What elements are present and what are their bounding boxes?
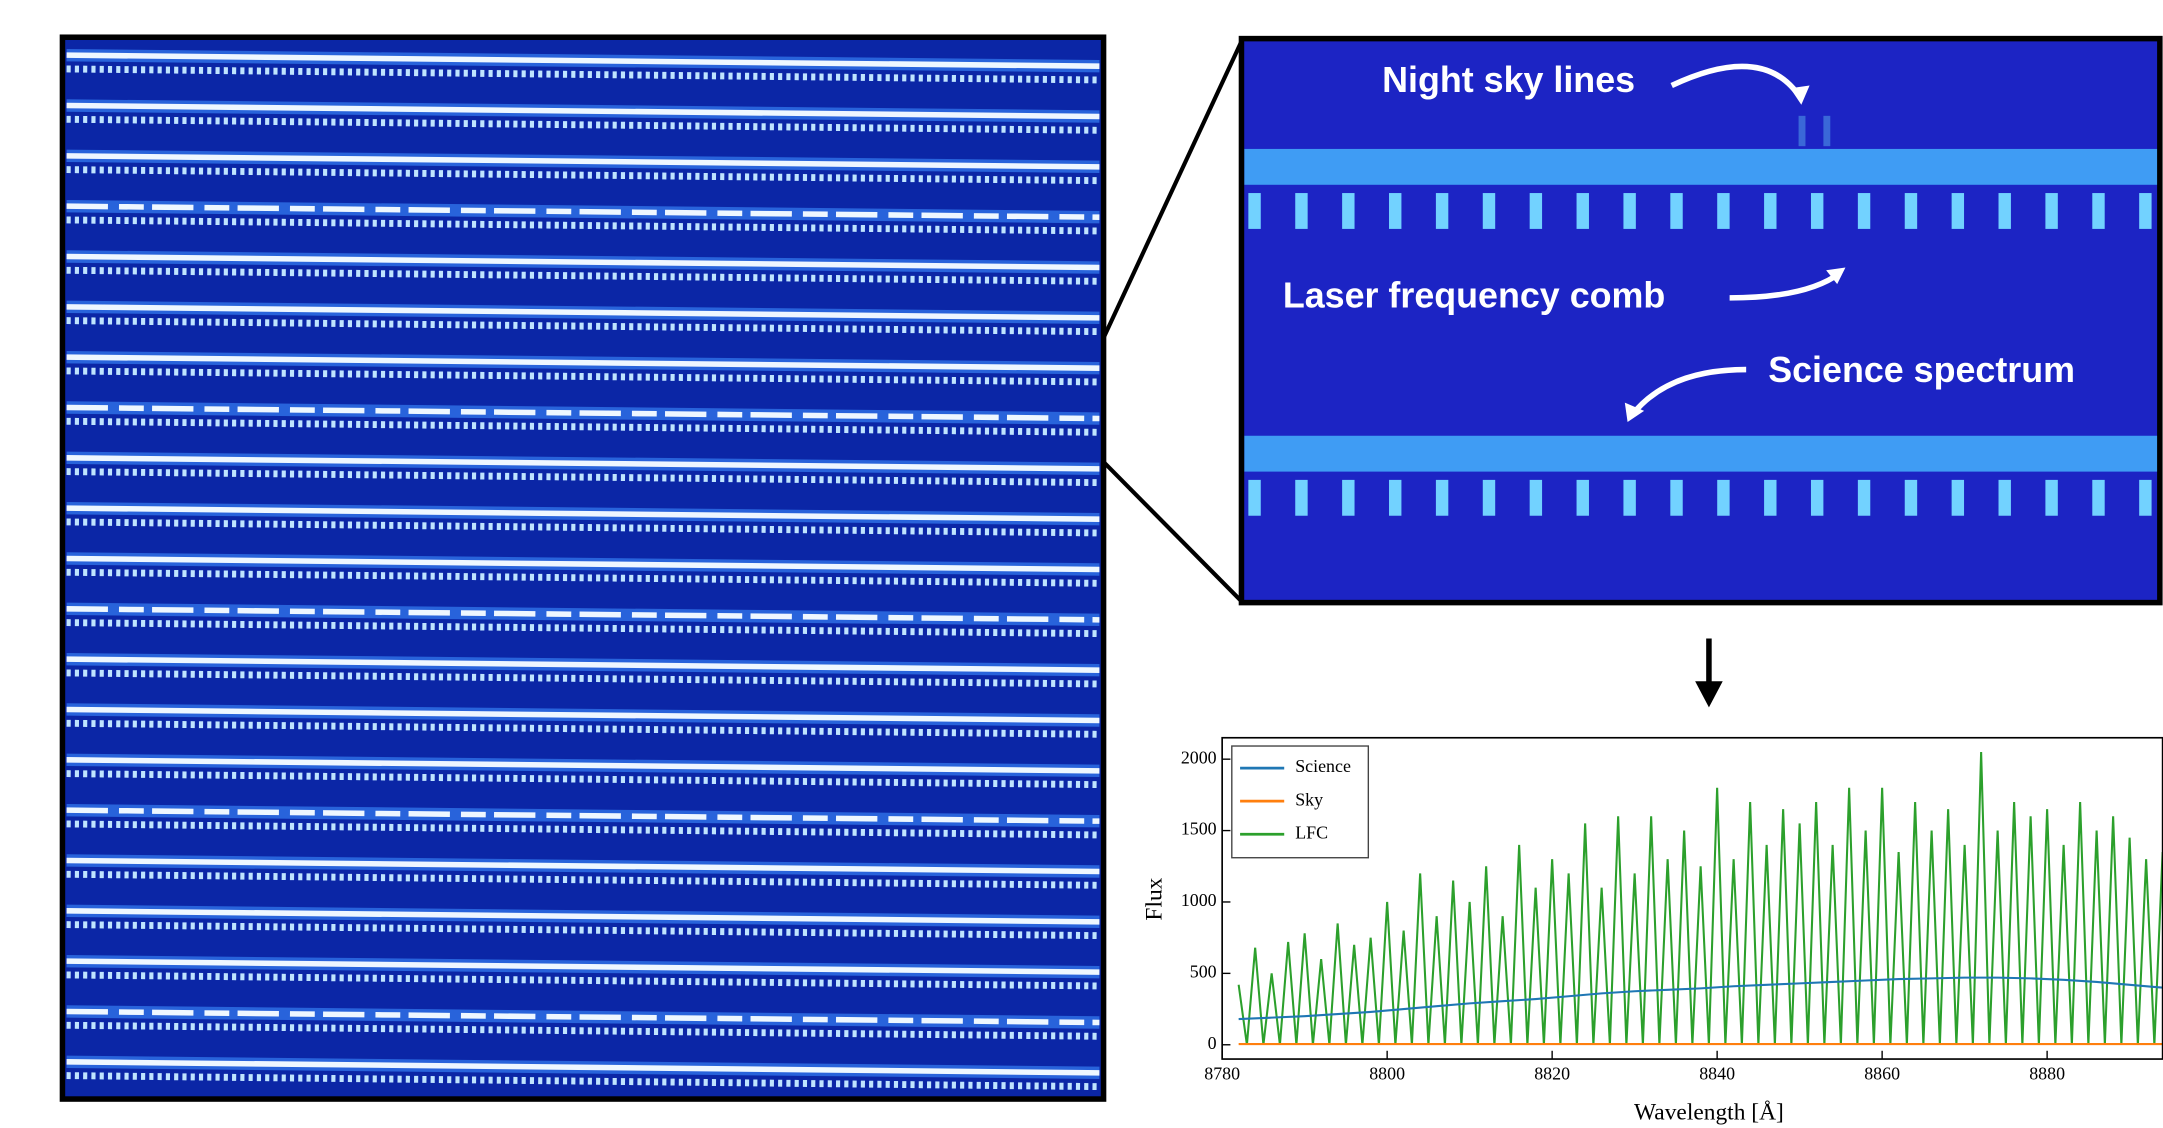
x-tick-label: 8860 [1864,1064,1900,1084]
figure: Night sky lines Laser frequency comb Sci… [0,0,2163,1128]
comb-spot [1952,193,1964,229]
comb-spot [1342,193,1354,229]
x-tick-label: 8780 [1204,1064,1240,1084]
comb-spot [1483,193,1495,229]
sky-line [1799,116,1806,146]
comb-spot [1670,193,1682,229]
x-tick-label: 8880 [2029,1064,2065,1084]
comb-spot [1811,193,1823,229]
y-tick-label: 1500 [1181,819,1217,839]
comb-spot [2092,193,2104,229]
comb-spot [1248,193,1260,229]
comb-spot [1483,480,1495,516]
comb-spot [1717,480,1729,516]
comb-spot [1530,480,1542,516]
annotation: Night sky lines [1382,60,1635,100]
comb-spot [1905,193,1917,229]
comb-spot [1858,193,1870,229]
comb-spot [1342,480,1354,516]
comb-spot [1436,480,1448,516]
comb-spot [2045,480,2057,516]
comb-spot [1999,480,2011,516]
comb-spot [1295,480,1307,516]
x-tick-label: 8820 [1534,1064,1570,1084]
annotation: Science spectrum [1768,350,2075,390]
y-tick-label: 2000 [1181,747,1217,767]
sky-line [1823,116,1830,146]
comb-spot [1717,193,1729,229]
comb-spot [1623,480,1635,516]
comb-spot [1530,193,1542,229]
y-axis-label: Flux [1141,877,1167,920]
legend-label: Sky [1295,789,1323,809]
x-axis-label: Wavelength [Å] [1634,1100,1784,1126]
science-band [1244,436,2160,472]
comb-spot [1623,193,1635,229]
comb-spot [2139,193,2151,229]
y-tick-label: 0 [1208,1033,1217,1053]
x-tick-label: 8800 [1369,1064,1405,1084]
comb-spot [1436,193,1448,229]
science-band [1244,149,2160,185]
legend-label: LFC [1295,822,1328,842]
y-tick-label: 1000 [1181,890,1217,910]
comb-spot [2045,193,2057,229]
comb-spot [1764,193,1776,229]
comb-spot [1389,480,1401,516]
comb-spot [1858,480,1870,516]
comb-spot [1295,193,1307,229]
legend-label: Science [1295,756,1351,776]
comb-spot [1577,193,1589,229]
comb-spot [1389,193,1401,229]
comb-spot [1905,480,1917,516]
comb-spot [1811,480,1823,516]
comb-spot [1248,480,1260,516]
annotation: Laser frequency comb [1283,275,1665,315]
detector-image [62,37,1103,1099]
comb-spot [2139,480,2151,516]
y-tick-label: 500 [1190,961,1217,981]
comb-spot [1670,480,1682,516]
comb-spot [2092,480,2104,516]
x-tick-label: 8840 [1699,1064,1735,1084]
comb-spot [1764,480,1776,516]
comb-spot [1577,480,1589,516]
image-background [1241,39,2159,603]
comb-spot [1952,480,1964,516]
zoom-image [1241,39,2159,603]
comb-spot [1999,193,2011,229]
